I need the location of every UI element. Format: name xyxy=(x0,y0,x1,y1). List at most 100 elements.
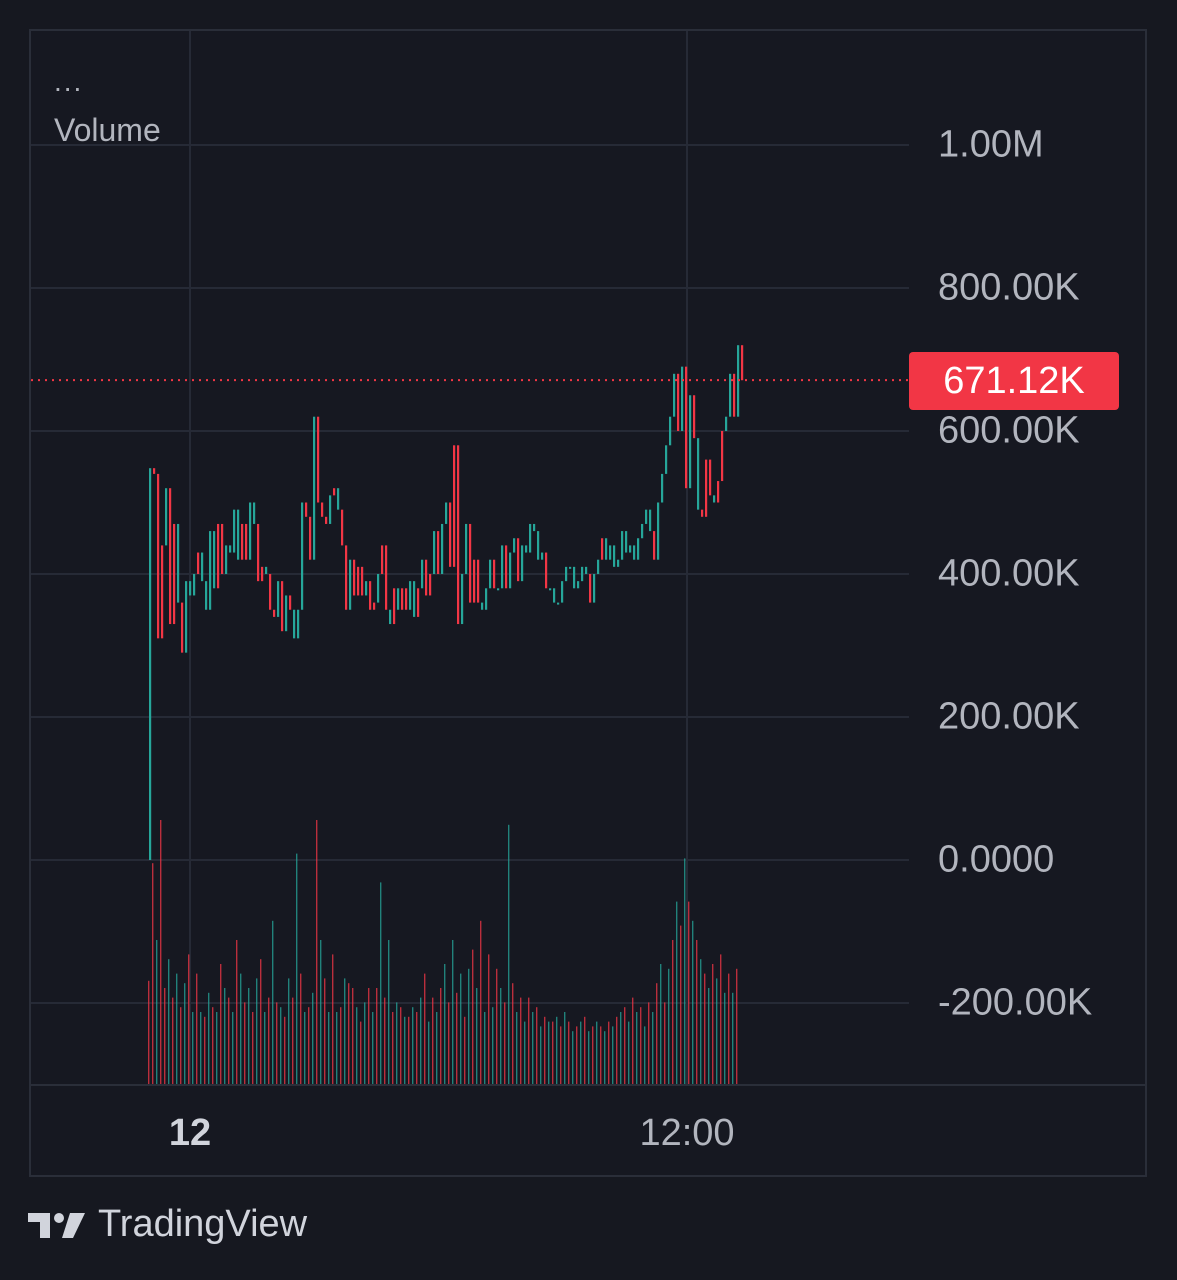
volume-histogram-bar xyxy=(612,1026,614,1084)
volume-bar-candle xyxy=(653,531,656,560)
volume-histogram-bar xyxy=(420,997,422,1084)
volume-bar-candle xyxy=(709,459,712,496)
volume-histogram-bar xyxy=(232,1012,234,1084)
volume-bar-candle xyxy=(521,545,524,582)
volume-bar-candle xyxy=(517,538,520,582)
volume-bar-candle xyxy=(273,609,276,617)
volume-bar-candle xyxy=(505,545,508,589)
volume-histogram-bar xyxy=(332,954,334,1084)
volume-histogram-bar xyxy=(164,988,166,1084)
volume-histogram-bar xyxy=(732,992,734,1084)
volume-histogram-bar xyxy=(240,973,242,1084)
volume-bar-candle xyxy=(461,574,464,625)
volume-histogram-bar xyxy=(488,954,490,1084)
legend-more-button[interactable]: ... xyxy=(54,66,84,97)
volume-bar-candle xyxy=(445,502,448,524)
volume-bar-candle xyxy=(345,545,348,610)
volume-bar-candle xyxy=(677,373,680,431)
volume-histogram-bar xyxy=(628,1021,630,1084)
volume-histogram-bar xyxy=(396,1002,398,1084)
volume-bar-candle xyxy=(561,581,564,603)
volume-histogram-bar xyxy=(600,1026,602,1084)
volume-bar-candle xyxy=(569,566,572,569)
volume-histogram-bar xyxy=(340,1007,342,1084)
volume-bar-candle xyxy=(701,509,704,517)
chart-frame xyxy=(29,29,1147,1177)
volume-bar-candle xyxy=(213,531,216,589)
volume-histogram-bar xyxy=(316,820,318,1084)
volume-bar-candle xyxy=(601,538,604,560)
volume-histogram-bar xyxy=(480,920,482,1084)
volume-bar-candle xyxy=(597,559,600,574)
volume-bar-candle xyxy=(689,395,692,489)
volume-bar-candle xyxy=(301,502,304,610)
volume-bar-candle xyxy=(713,495,716,503)
volume-bar-candle xyxy=(353,559,356,596)
volume-bar-candle xyxy=(433,531,436,574)
volume-histogram-bar xyxy=(524,1021,526,1084)
volume-histogram-bar xyxy=(636,1012,638,1084)
volume-bar-candle xyxy=(553,588,556,603)
grid-lines xyxy=(31,31,909,1085)
y-tick-label: 600.00K xyxy=(938,409,1080,452)
volume-bar-candle xyxy=(509,552,512,589)
volume-bar-candle xyxy=(341,509,344,546)
tradingview-brand[interactable]: TradingView xyxy=(28,1203,307,1246)
volume-histogram-bar xyxy=(404,1016,406,1084)
volume-histogram-bar xyxy=(536,1007,538,1084)
volume-bar-candle xyxy=(393,588,396,625)
volume-histogram-bar xyxy=(468,968,470,1084)
volume-bar-candle xyxy=(197,552,200,574)
volume-bar-candle xyxy=(357,566,360,596)
volume-bar-candle xyxy=(205,581,208,610)
volume-bar-candle xyxy=(725,416,728,431)
volume-histogram-bar xyxy=(704,973,706,1084)
volume-histogram-bar xyxy=(268,997,270,1084)
volume-histogram-bar xyxy=(572,1031,574,1084)
volume-series xyxy=(148,820,738,1084)
volume-bar-candle xyxy=(421,559,424,589)
volume-bar-candle xyxy=(673,373,676,417)
volume-histogram-bar xyxy=(172,997,174,1084)
volume-bar-candle xyxy=(557,602,560,605)
volume-bar-candle xyxy=(201,552,204,582)
volume-bar-candle xyxy=(537,531,540,560)
volume-bar-candle xyxy=(545,552,548,589)
volume-bar-candle xyxy=(237,509,240,560)
volume-histogram-bar xyxy=(156,940,158,1084)
volume-bar-candle xyxy=(313,416,316,560)
volume-histogram-bar xyxy=(384,997,386,1084)
volume-histogram-bar xyxy=(508,824,510,1084)
volume-bar-candle xyxy=(333,488,336,496)
volume-histogram-bar xyxy=(680,925,682,1084)
volume-histogram-bar xyxy=(604,1031,606,1084)
volume-bar-candle xyxy=(617,559,620,567)
volume-bar-candle xyxy=(233,509,236,553)
volume-bar-candle xyxy=(181,602,184,653)
volume-histogram-bar xyxy=(668,968,670,1084)
brand-name: TradingView xyxy=(98,1203,308,1245)
volume-bar-candle xyxy=(277,581,280,617)
volume-histogram-bar xyxy=(736,968,738,1084)
x-tick-label: 12:00 xyxy=(639,1112,735,1154)
volume-histogram-bar xyxy=(212,1007,214,1084)
volume-histogram-bar xyxy=(440,988,442,1084)
volume-bar-candle xyxy=(349,559,352,610)
volume-bar-candle xyxy=(317,416,320,503)
volume-histogram-bar xyxy=(548,1021,550,1084)
volume-bar-candle xyxy=(417,588,420,617)
volume-histogram-bar xyxy=(460,973,462,1084)
volume-histogram-bar xyxy=(196,973,198,1084)
volume-bar-candle xyxy=(741,345,744,381)
volume-histogram-bar xyxy=(248,988,250,1084)
volume-histogram-bar xyxy=(368,988,370,1084)
volume-bar-candle xyxy=(225,545,228,574)
volume-bar-candle xyxy=(661,473,664,503)
volume-histogram-bar xyxy=(692,920,694,1084)
volume-histogram-bar xyxy=(516,1012,518,1084)
volume-bar-candle xyxy=(685,366,688,489)
volume-histogram-bar xyxy=(432,997,434,1084)
volume-bar-candle xyxy=(161,545,164,639)
volume-bar-candle xyxy=(185,581,188,653)
